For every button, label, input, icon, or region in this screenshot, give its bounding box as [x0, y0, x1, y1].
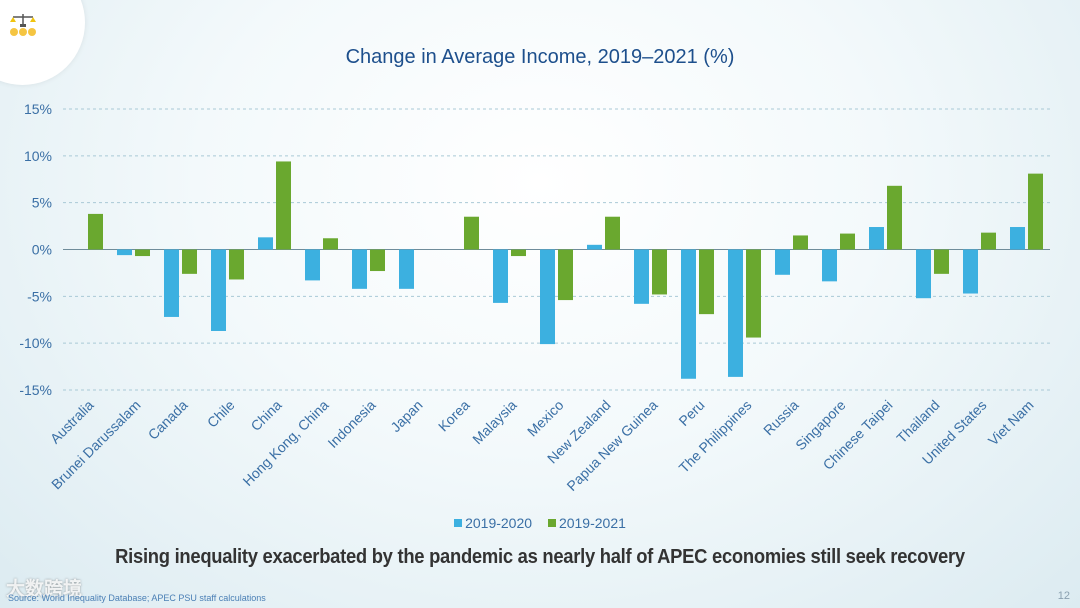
bar-china-2019-2020	[258, 237, 273, 250]
x-tick-label: Japan	[387, 397, 425, 435]
x-tick-label: Indonesia	[324, 397, 378, 451]
bar-indonesia-2019-2020	[352, 249, 367, 289]
x-tick-label: Brunei Darussalam	[48, 397, 144, 493]
bar-new-zealand-2019-2020	[587, 244, 602, 250]
bar-thailand-2019-2020	[916, 249, 931, 299]
bar-russia-2019-2020	[775, 249, 790, 275]
x-tick-label: Viet Nam	[985, 397, 1037, 449]
bar-viet-nam-2019-2021	[1028, 173, 1043, 250]
headline: Rising inequality exacerbated by the pan…	[115, 546, 965, 568]
x-tick-label: Chile	[204, 397, 238, 431]
bar-brunei-darussalam-2019-2020	[117, 249, 132, 256]
bar-hong-kong-china-2019-2020	[305, 249, 320, 281]
bar-singapore-2019-2020	[822, 249, 837, 282]
x-tick-label: Korea	[435, 397, 473, 435]
bar-singapore-2019-2021	[840, 233, 855, 250]
bar-mexico-2019-2021	[558, 249, 573, 301]
bar-chile-2019-2021	[229, 249, 244, 280]
x-tick-label: Papua New Guinea	[563, 397, 660, 494]
bar-canada-2019-2021	[182, 249, 197, 274]
x-tick-label: Peru	[675, 397, 707, 429]
legend-label-2019-2021: 2019-2021	[558, 515, 626, 531]
scales-and-coins-icon	[10, 14, 36, 36]
y-tick-label: 15%	[24, 101, 52, 117]
logo-badge	[0, 0, 85, 85]
bar-russia-2019-2021	[793, 235, 808, 250]
legend-label-2019-2020: 2019-2020	[465, 515, 533, 531]
bar-viet-nam-2019-2020	[1010, 227, 1025, 250]
bar-mexico-2019-2020	[540, 249, 555, 345]
y-tick-label: 5%	[32, 195, 52, 211]
y-tick-label: 0%	[32, 242, 52, 258]
legend-swatch-2019-2020	[454, 519, 463, 527]
y-tick-label: -10%	[19, 335, 52, 351]
bar-japan-2019-2020	[399, 249, 414, 289]
x-tick-label: Canada	[145, 397, 191, 443]
x-tick-label: Hong Kong, China	[239, 397, 331, 489]
bar-peru-2019-2020	[681, 249, 696, 379]
bar-papua-new-guinea-2019-2020	[634, 249, 649, 304]
bar-malaysia-2019-2021	[511, 249, 526, 257]
bar-peru-2019-2021	[699, 249, 714, 315]
legend: 2019-2020 2019-2021	[0, 514, 1080, 531]
bar-indonesia-2019-2021	[370, 249, 385, 272]
page-number: 12	[1057, 590, 1070, 602]
bar-brunei-darussalam-2019-2021	[135, 249, 150, 257]
x-tick-label: China	[247, 397, 284, 434]
x-tick-label: Mexico	[524, 397, 567, 440]
bar-papua-new-guinea-2019-2021	[652, 249, 667, 295]
bar-chinese-taipei-2019-2021	[887, 185, 902, 250]
bar-hong-kong-china-2019-2021	[323, 238, 338, 250]
bar-chinese-taipei-2019-2020	[869, 227, 884, 250]
x-tick-label: Malaysia	[469, 397, 520, 448]
y-tick-label: -15%	[19, 382, 52, 398]
x-tick-label: Russia	[760, 397, 802, 439]
legend-item-2019-2020: 2019-2020	[454, 515, 532, 531]
watermark: 大数跨境	[6, 579, 83, 600]
bar-chile-2019-2020	[211, 249, 226, 331]
y-tick-label: 10%	[24, 148, 52, 164]
source-note: Source: World Inequality Database; APEC …	[8, 593, 266, 603]
bar-malaysia-2019-2020	[493, 249, 508, 303]
bar-the-philippines-2019-2021	[746, 249, 761, 338]
legend-item-2019-2021: 2019-2021	[547, 515, 626, 531]
bar-united-states-2019-2020	[963, 249, 978, 294]
bar-thailand-2019-2021	[934, 249, 949, 274]
bar-china-2019-2021	[276, 161, 291, 250]
bar-the-philippines-2019-2020	[728, 249, 743, 377]
bar-australia-2019-2021	[88, 213, 103, 250]
bar-korea-2019-2021	[464, 216, 479, 250]
y-tick-label: -5%	[27, 288, 52, 304]
chart-title: Change in Average Income, 2019–2021 (%)	[345, 46, 735, 68]
bar-canada-2019-2020	[164, 249, 179, 317]
bar-united-states-2019-2021	[981, 232, 996, 250]
legend-swatch-2019-2021	[547, 519, 556, 527]
bar-new-zealand-2019-2021	[605, 216, 620, 250]
